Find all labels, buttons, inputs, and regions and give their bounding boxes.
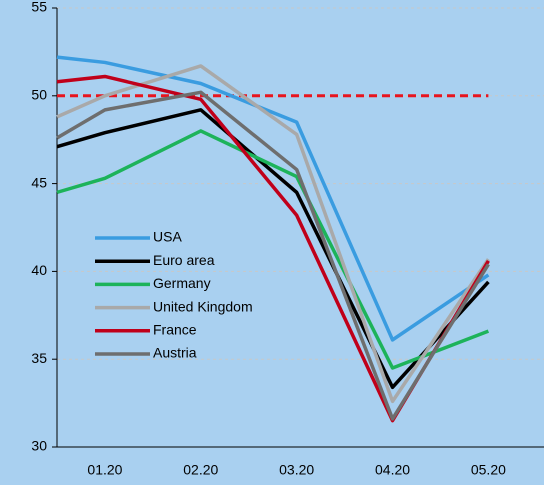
y-tick-label: 30 — [31, 438, 47, 454]
series-line — [56, 108, 490, 390]
legend-label: Austria — [153, 345, 197, 361]
x-tick-label: 03.20 — [279, 462, 314, 478]
y-tick-label: 45 — [31, 174, 47, 190]
legend-label: France — [153, 322, 197, 338]
y-tick-label: 35 — [31, 350, 47, 366]
series-line — [56, 55, 490, 342]
legend-label: United Kingdom — [153, 298, 253, 314]
y-tick-label: 55 — [31, 0, 47, 15]
legend-label: USA — [153, 229, 182, 245]
series-line — [56, 129, 490, 370]
series-line — [56, 90, 490, 421]
y-tick-label: 50 — [31, 87, 47, 103]
y-tick-label: 40 — [31, 262, 47, 278]
x-tick-label: 05.20 — [471, 462, 506, 478]
legend-label: Germany — [153, 275, 211, 291]
x-tick-label: 01.20 — [87, 462, 122, 478]
x-tick-label: 04.20 — [375, 462, 410, 478]
series-line — [56, 64, 490, 404]
legend-label: Euro area — [153, 252, 215, 268]
x-tick-label: 02.20 — [183, 462, 218, 478]
